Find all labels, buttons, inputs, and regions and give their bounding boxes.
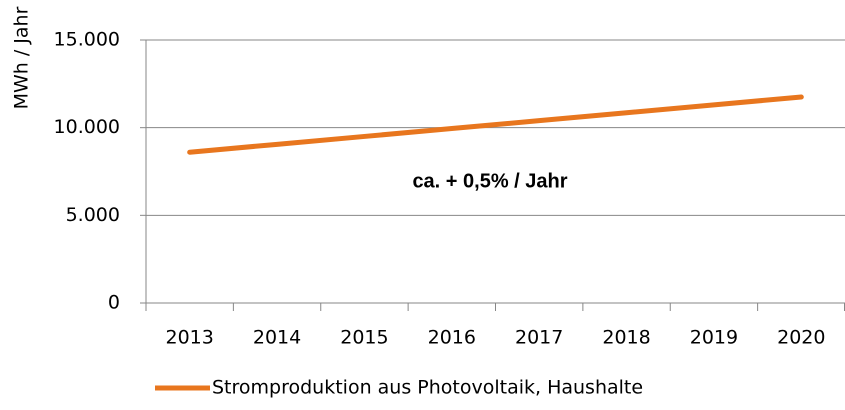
line-series	[187, 94, 804, 155]
x-tick-label: 2014	[253, 327, 301, 349]
annotation: ca. + 0,5% / Jahr	[412, 170, 567, 192]
x-tick-label: 2020	[777, 327, 825, 349]
x-tick-label: 2013	[166, 327, 214, 349]
y-tick-label: 10.000	[54, 116, 120, 138]
x-tick-label: 2016	[428, 327, 476, 349]
y-tick-label: 5.000	[66, 204, 120, 226]
y-tick-label: 15.000	[54, 29, 120, 51]
x-tick-label: 2018	[602, 327, 650, 349]
y-axis-label: MWh / Jahr	[11, 6, 33, 109]
legend-label: Stromproduktion aus Photovoltaik, Hausha…	[212, 377, 643, 399]
x-tick-label: 2019	[690, 327, 738, 349]
y-tick-label: 0	[108, 292, 120, 314]
x-tick-label: 2017	[515, 327, 563, 349]
x-tick-label: 2015	[340, 327, 388, 349]
